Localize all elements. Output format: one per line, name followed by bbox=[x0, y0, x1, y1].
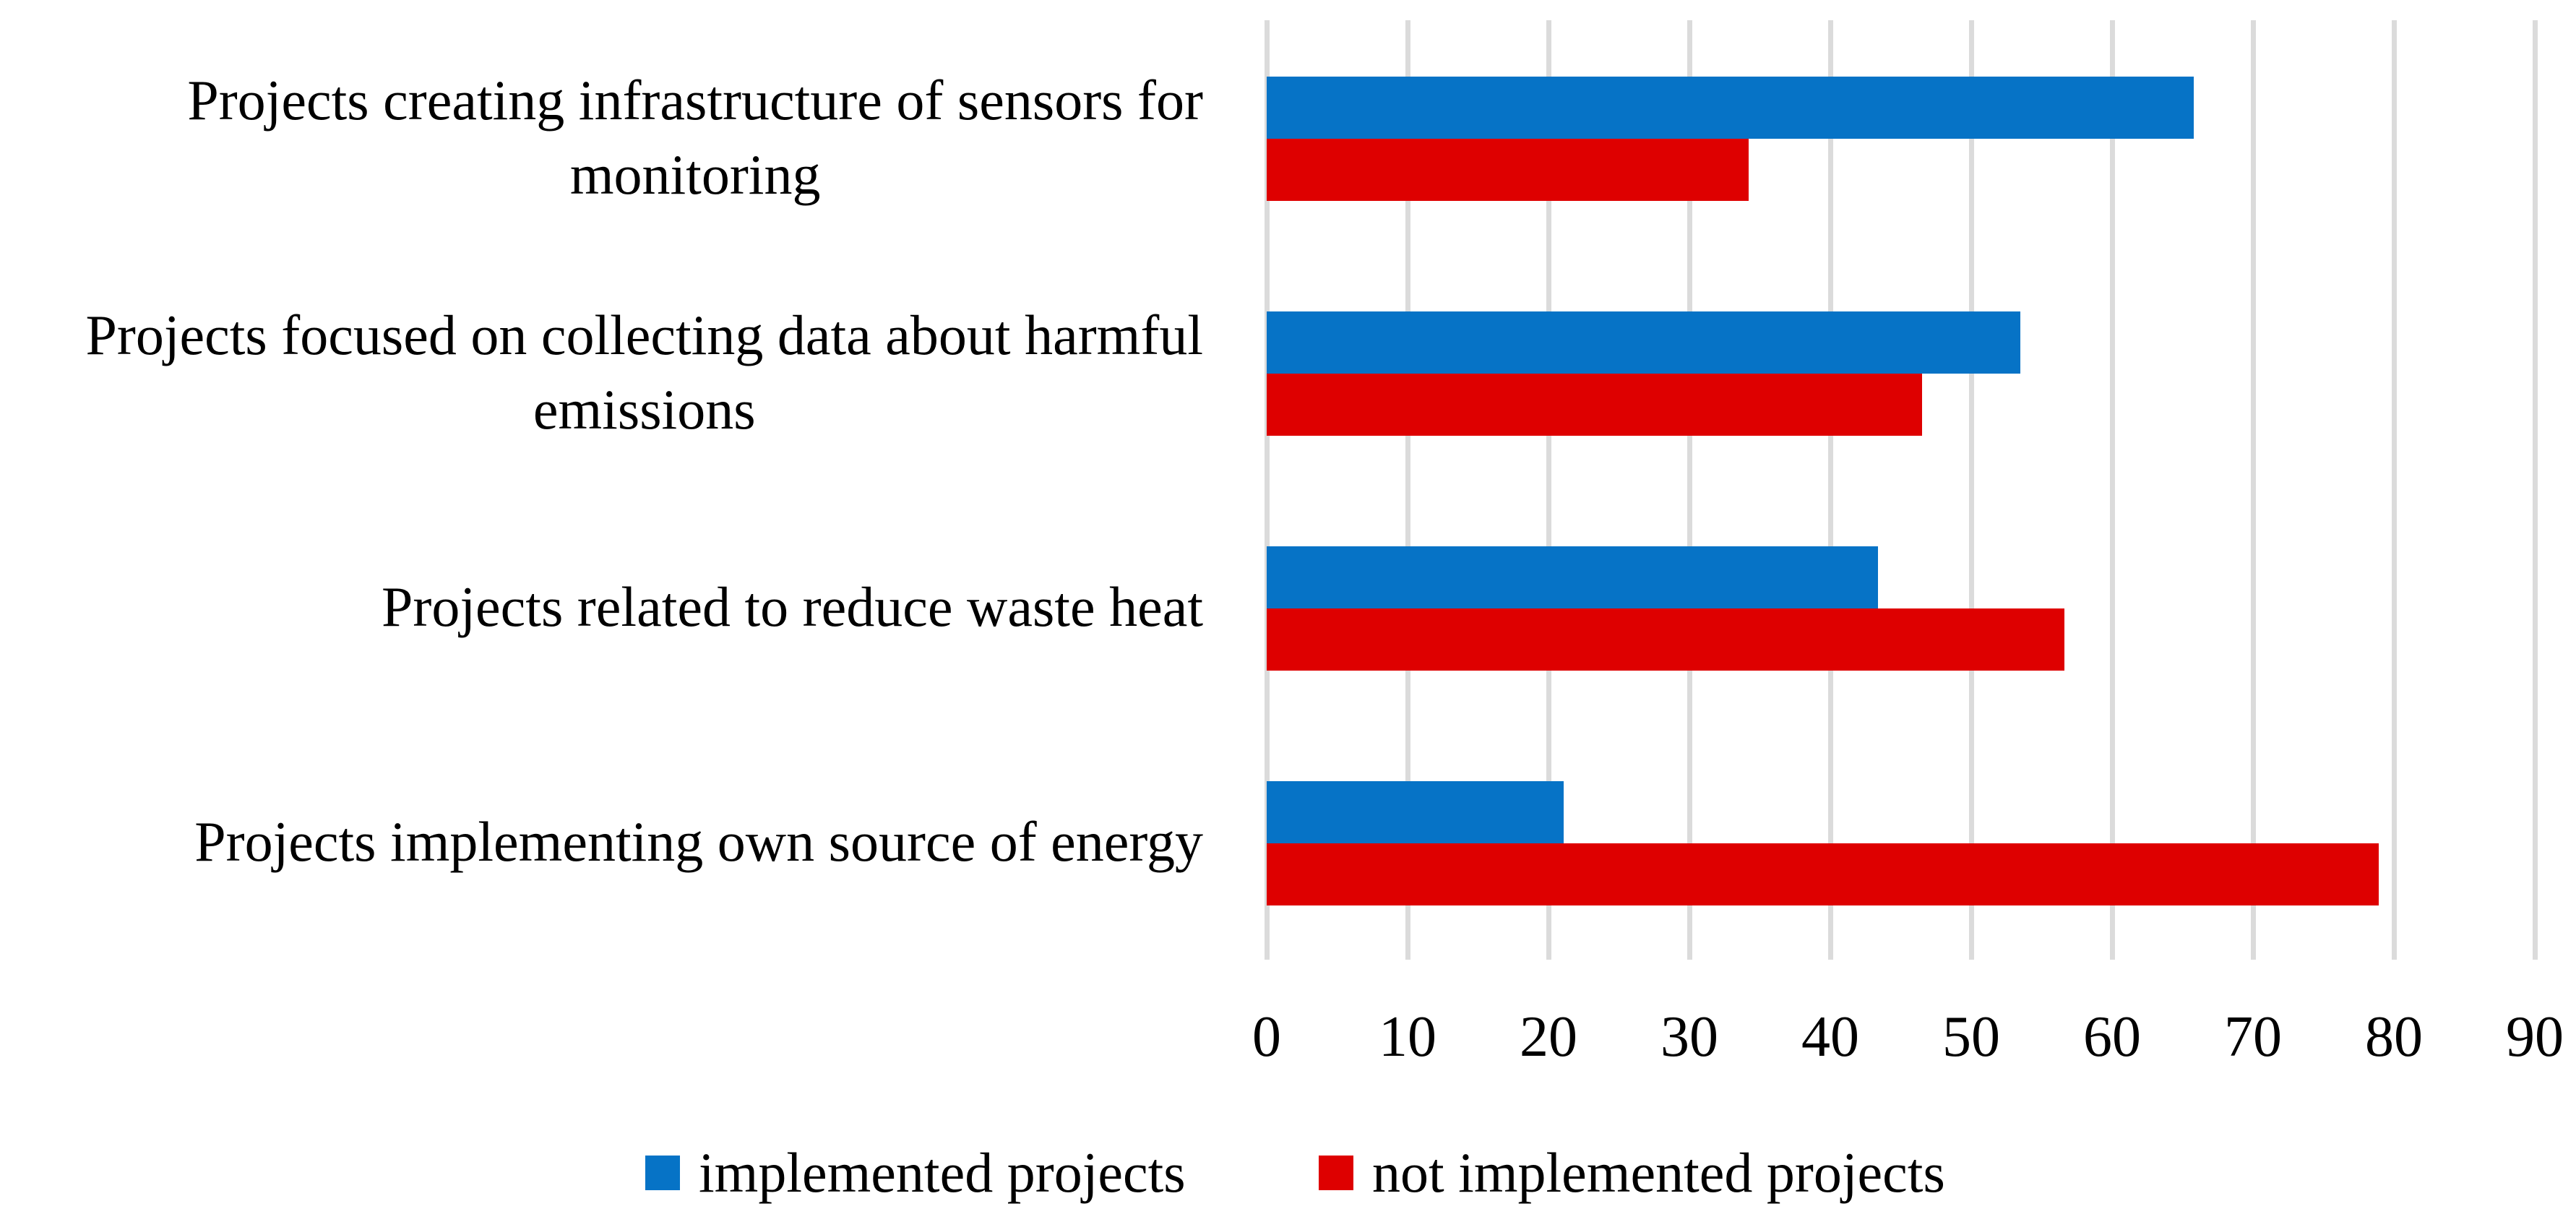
category-label-text: Projects related to reduce waste heat bbox=[382, 570, 1203, 644]
bar-implemented-projects-row2 bbox=[1267, 311, 2021, 374]
x-tick-label-90: 90 bbox=[2506, 1005, 2564, 1069]
gridline-10 bbox=[1405, 20, 1410, 960]
legend-item-implemented-projects: implemented projects bbox=[645, 1145, 1186, 1201]
bar-not-implemented-projects-row1 bbox=[1267, 139, 1749, 201]
gridline-90 bbox=[2532, 20, 2538, 960]
bar-not-implemented-projects-row2 bbox=[1267, 374, 1922, 436]
x-tick-label-0: 0 bbox=[1252, 1005, 1281, 1069]
category-label-row1: Projects creating infrastructure of sens… bbox=[0, 20, 1203, 255]
x-tick-label-60: 60 bbox=[2083, 1005, 2141, 1069]
bar-not-implemented-projects-row4 bbox=[1267, 843, 2379, 905]
category-label-text: Projects creating infrastructure of sens… bbox=[187, 64, 1203, 211]
category-label-line: emissions bbox=[533, 377, 756, 441]
legend-label: implemented projects bbox=[699, 1141, 1186, 1204]
bar-implemented-projects-row3 bbox=[1267, 546, 1879, 608]
gridline-20 bbox=[1546, 20, 1551, 960]
x-tick-label-10: 10 bbox=[1379, 1005, 1436, 1069]
bar-not-implemented-projects-row3 bbox=[1267, 608, 2064, 671]
bar-implemented-projects-row4 bbox=[1267, 781, 1564, 843]
x-tick-label-30: 30 bbox=[1660, 1005, 1718, 1069]
gridline-80 bbox=[2391, 20, 2397, 960]
category-label-text: Projects focused on collecting data abou… bbox=[85, 298, 1203, 446]
gridline-60 bbox=[2109, 20, 2115, 960]
category-label-row3: Projects related to reduce waste heat bbox=[0, 490, 1203, 725]
legend-label: not implemented projects bbox=[1372, 1141, 1945, 1204]
x-tick-label-50: 50 bbox=[1942, 1005, 2000, 1069]
legend-swatch-icon bbox=[1319, 1156, 1353, 1190]
category-label-line: Projects implementing own source of ener… bbox=[194, 810, 1203, 874]
x-tick-label-80: 80 bbox=[2365, 1005, 2423, 1069]
legend-swatch-icon bbox=[645, 1156, 680, 1190]
bar-implemented-projects-row1 bbox=[1267, 77, 2194, 139]
gridline-30 bbox=[1687, 20, 1692, 960]
category-label-line: monitoring bbox=[569, 142, 821, 206]
gridline-40 bbox=[1827, 20, 1833, 960]
category-label-line: Projects creating infrastructure of sens… bbox=[187, 69, 1203, 132]
gridline-0 bbox=[1264, 20, 1270, 960]
x-tick-label-20: 20 bbox=[1520, 1005, 1577, 1069]
category-label-line: Projects focused on collecting data abou… bbox=[85, 304, 1203, 367]
x-tick-label-70: 70 bbox=[2224, 1005, 2282, 1069]
gridline-70 bbox=[2250, 20, 2256, 960]
category-label-line: Projects related to reduce waste heat bbox=[382, 575, 1203, 639]
x-tick-label-40: 40 bbox=[1801, 1005, 1859, 1069]
category-label-row2: Projects focused on collecting data abou… bbox=[0, 255, 1203, 490]
category-label-row4: Projects implementing own source of ener… bbox=[0, 725, 1203, 960]
gridline-50 bbox=[1968, 20, 1974, 960]
category-label-text: Projects implementing own source of ener… bbox=[194, 805, 1203, 879]
legend-item-not-implemented-projects: not implemented projects bbox=[1319, 1145, 1945, 1201]
